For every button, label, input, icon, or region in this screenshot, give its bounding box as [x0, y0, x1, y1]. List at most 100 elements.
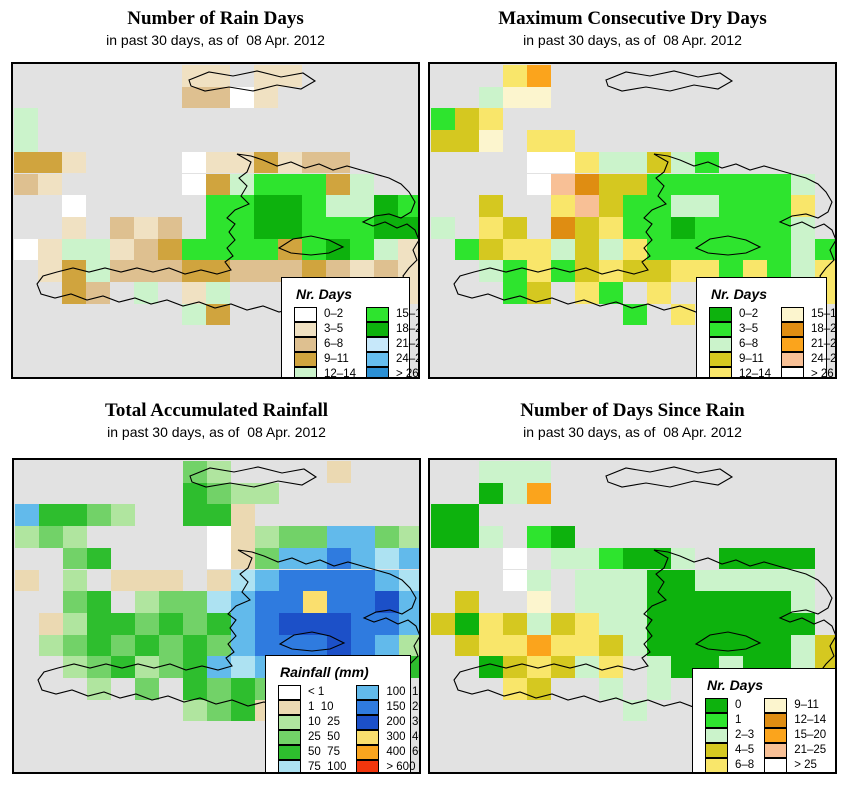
- map-cell: [479, 130, 503, 152]
- map-cell: [375, 591, 399, 613]
- map-cell: [551, 260, 575, 282]
- map-cell: [647, 260, 671, 282]
- legend-label: 9–11: [739, 353, 764, 365]
- map-cell: [375, 547, 399, 570]
- legend-label: > 26: [810, 368, 834, 379]
- map-cell: [183, 461, 207, 483]
- legend-columns: < 1 1 10 10 25 25 50 50 75 75 100 100 150 150 2…: [278, 685, 419, 772]
- legend-column: 9–11 12–14 15–20 21–25 > 25: [764, 698, 826, 772]
- legend-entry: 4–5: [705, 742, 754, 758]
- map-cell: [647, 591, 671, 613]
- legend-swatch: [709, 307, 732, 322]
- map-cell: [254, 260, 278, 282]
- legend-swatch: [294, 366, 317, 377]
- legend-label: 3–5: [739, 323, 759, 335]
- legend-entry: < 1: [278, 685, 346, 700]
- map-cell: [62, 195, 86, 217]
- map-cell: [503, 569, 527, 592]
- map-cell: [279, 569, 303, 592]
- map-cell: [110, 260, 134, 282]
- legend-entry: 50 75: [278, 744, 346, 760]
- legend-entry: 9–11: [764, 698, 826, 713]
- map-cell: [327, 547, 351, 570]
- map-cell: [431, 216, 455, 239]
- map-cell: [62, 238, 86, 261]
- map-cell: [575, 634, 599, 657]
- map-cell: [575, 216, 599, 239]
- map-cell: [479, 195, 503, 217]
- map-panel-dry-days: Nr. Days 0–2 3–5 6–8 9–11 12–14 15–17 18–20 21–…: [428, 62, 837, 379]
- legend-swatch: [356, 744, 380, 760]
- map-cell: [719, 238, 743, 261]
- legend-entry: 21–25: [764, 742, 826, 758]
- map-cell: [182, 238, 206, 261]
- legend-swatch: [356, 699, 380, 715]
- panel-title-block: Total Accumulated Rainfall in past 30 da…: [12, 400, 421, 442]
- legend-label: 200 300: [386, 716, 419, 728]
- map-cell: [39, 634, 63, 657]
- map-cell: [135, 569, 159, 592]
- legend-swatch: [780, 351, 804, 367]
- map-cell: [111, 504, 135, 527]
- map-cell: [254, 151, 278, 174]
- map-cell: [39, 612, 63, 635]
- map-cell: [158, 260, 182, 282]
- map-cell: [647, 195, 671, 217]
- legend-entry: 18–20: [780, 321, 835, 337]
- map-cell: [743, 216, 767, 239]
- legend-entry: 3–5: [709, 321, 771, 337]
- map-cell: [647, 282, 671, 304]
- map-cell: [87, 678, 111, 700]
- map-cell: [575, 238, 599, 261]
- legend-swatch: [356, 759, 380, 772]
- map-cell: [767, 173, 791, 196]
- map-cell: [278, 65, 302, 87]
- map-cell: [527, 151, 551, 174]
- map-cell: [206, 260, 230, 282]
- map-cell: [207, 591, 231, 613]
- map-cell: [479, 482, 503, 505]
- legend-entry: > 26: [780, 366, 835, 379]
- map-cell: [182, 282, 206, 304]
- legend-label: 400 600: [386, 746, 419, 758]
- map-cell: [719, 634, 743, 657]
- map-cell: [14, 238, 38, 261]
- map-cell: [623, 238, 647, 261]
- legend-swatch: [764, 712, 788, 728]
- legend-entry: 24–26: [780, 351, 835, 367]
- legend-swatch: [705, 727, 728, 743]
- map-cell: [719, 591, 743, 613]
- map-cell: [527, 86, 551, 109]
- map-cell: [575, 260, 599, 282]
- legend-label: 1: [735, 714, 742, 726]
- map-cell: [134, 216, 158, 239]
- map-cell: [279, 591, 303, 613]
- map-cell: [158, 238, 182, 261]
- map-cell: [743, 612, 767, 635]
- map-cell: [431, 526, 455, 548]
- map-subtitle: in past 30 days, as of 08 Apr. 2012: [106, 32, 325, 48]
- map-cell: [551, 238, 575, 261]
- legend-swatch: [709, 351, 732, 367]
- map-cell: [695, 612, 719, 635]
- legend-entry: > 600: [356, 759, 419, 772]
- legend-swatch: [780, 321, 804, 337]
- map-cell: [455, 634, 479, 657]
- map-cell: [230, 260, 254, 282]
- map-cell: [719, 569, 743, 592]
- map-cell: [599, 282, 623, 304]
- map-cell: [14, 173, 38, 196]
- map-cell: [111, 656, 135, 678]
- legend-label: 2–3: [735, 729, 755, 741]
- map-cell: [374, 195, 398, 217]
- map-cell: [135, 591, 159, 613]
- map-cell: [182, 151, 206, 174]
- map-cell: [767, 216, 791, 239]
- map-cell: [719, 195, 743, 217]
- map-cell: [183, 482, 207, 505]
- map-cell: [503, 65, 527, 87]
- map-cell: [375, 612, 399, 635]
- legend-entry: 0–2: [294, 307, 356, 322]
- map-cell: [575, 282, 599, 304]
- map-cell: [279, 547, 303, 570]
